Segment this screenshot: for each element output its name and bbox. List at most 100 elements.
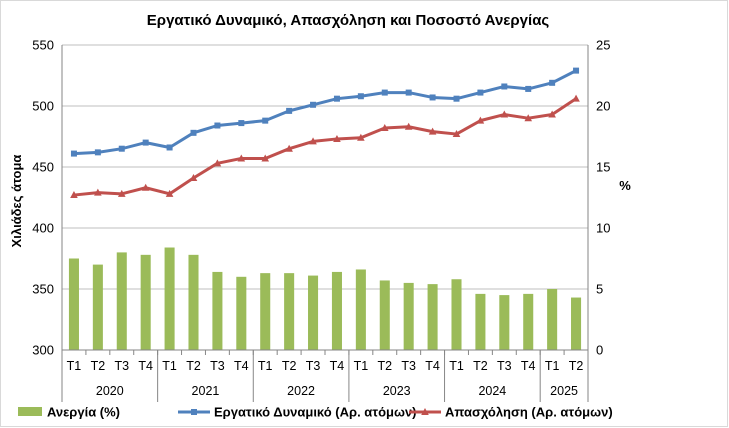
bars-unemployment: [68, 247, 582, 350]
x-year-label: 2022: [287, 384, 315, 398]
point-employment: [500, 110, 509, 118]
point-labor-force: [477, 89, 484, 96]
x-tick-label: T2: [186, 359, 201, 373]
point-employment: [357, 133, 365, 141]
point-employment: [476, 116, 485, 124]
legend-label-labor-force: Εργατικό Δυναμικό (Αρ. ατόμων): [214, 405, 417, 420]
point-employment: [428, 127, 437, 135]
point-employment: [452, 130, 461, 138]
point-employment: [70, 191, 78, 199]
point-labor-force: [453, 95, 460, 102]
point-labor-force: [405, 89, 412, 96]
bar-unemployment: [523, 293, 534, 350]
point-labor-force: [357, 93, 364, 100]
bar-unemployment: [331, 271, 342, 350]
point-labor-force: [94, 149, 101, 156]
bar-unemployment: [236, 276, 247, 350]
bar-unemployment: [308, 275, 319, 350]
x-tick-label: T1: [449, 359, 464, 373]
point-employment: [141, 183, 150, 191]
bar-unemployment: [547, 289, 558, 350]
point-employment: [261, 154, 270, 162]
point-labor-force: [118, 145, 125, 152]
x-year-label: 2025: [550, 384, 578, 398]
x-tick-label: T4: [234, 359, 249, 373]
point-employment: [285, 144, 293, 152]
x-tick-label: T1: [162, 359, 177, 373]
bar-unemployment: [571, 297, 582, 350]
x-tick-label: T2: [569, 359, 584, 373]
point-employment: [404, 122, 413, 130]
x-tick-label: T1: [545, 359, 560, 373]
x-tick-label: T4: [425, 359, 440, 373]
point-labor-force: [573, 67, 580, 74]
bar-unemployment: [164, 247, 175, 350]
y2-tick-label: 0: [596, 343, 603, 358]
point-labor-force: [429, 94, 436, 101]
point-labor-force: [310, 101, 317, 108]
x-tick-label: T4: [138, 359, 153, 373]
point-employment: [213, 159, 222, 167]
bar-unemployment: [68, 258, 79, 350]
point-labor-force: [190, 129, 197, 136]
point-labor-force: [525, 85, 532, 92]
y-tick-label: 350: [32, 282, 54, 297]
point-labor-force: [262, 117, 269, 124]
x-tick-label: T1: [354, 359, 369, 373]
point-labor-force: [381, 89, 388, 96]
point-labor-force: [333, 95, 340, 102]
legend-label-unemployment: Ανεργία (%): [47, 405, 120, 420]
bar-unemployment: [475, 293, 486, 350]
point-labor-force: [142, 139, 149, 146]
x-tick-label: T2: [91, 359, 106, 373]
point-labor-force: [286, 107, 293, 114]
point-employment: [189, 173, 198, 181]
x-tick-label: T3: [401, 359, 416, 373]
x-tick-label: T3: [114, 359, 129, 373]
x-tick-label: T3: [306, 359, 321, 373]
x-year-label: 2020: [96, 384, 124, 398]
point-labor-force: [166, 144, 173, 151]
x-tick-label: T2: [377, 359, 392, 373]
x-tick-label: T3: [210, 359, 225, 373]
point-employment: [237, 154, 246, 162]
x-year-label: 2021: [192, 384, 220, 398]
bar-unemployment: [355, 269, 366, 350]
point-employment: [117, 189, 126, 197]
bar-unemployment: [260, 273, 271, 350]
legend-marker-labor-force: [191, 409, 197, 415]
y-tick-label: 500: [32, 99, 54, 114]
line-employment: [73, 97, 577, 197]
x-tick-label: T2: [282, 359, 297, 373]
chart-title: Εργατικό Δυναμικό, Απασχόληση και Ποσοστ…: [147, 12, 550, 29]
point-labor-force: [549, 79, 556, 86]
bar-unemployment: [212, 271, 223, 350]
bar-unemployment: [427, 284, 438, 350]
legend-marker-employment: [421, 408, 429, 415]
bar-unemployment: [92, 264, 103, 350]
x-tick-label: T4: [330, 359, 345, 373]
y-axis-title: Χιλιάδες άτομα: [9, 155, 24, 248]
lines: [70, 67, 580, 199]
y-tick-label: 400: [32, 221, 54, 236]
x-tick-label: T3: [497, 359, 512, 373]
point-employment: [94, 188, 102, 196]
bar-unemployment: [499, 295, 510, 350]
line-labor-force: [73, 69, 577, 156]
x-year-label: 2024: [478, 384, 506, 398]
point-employment: [333, 134, 341, 142]
point-employment: [524, 114, 533, 122]
point-labor-force: [70, 150, 77, 157]
y2-tick-label: 15: [596, 160, 610, 175]
point-labor-force: [501, 83, 508, 90]
point-labor-force: [238, 120, 245, 127]
bar-unemployment: [284, 273, 295, 350]
x-tick-label: T2: [473, 359, 488, 373]
y2-tick-label: 10: [596, 221, 610, 236]
y2-tick-label: 20: [596, 99, 610, 114]
y-tick-label: 450: [32, 160, 54, 175]
point-employment: [572, 94, 580, 102]
x-tick-label: T1: [258, 359, 273, 373]
